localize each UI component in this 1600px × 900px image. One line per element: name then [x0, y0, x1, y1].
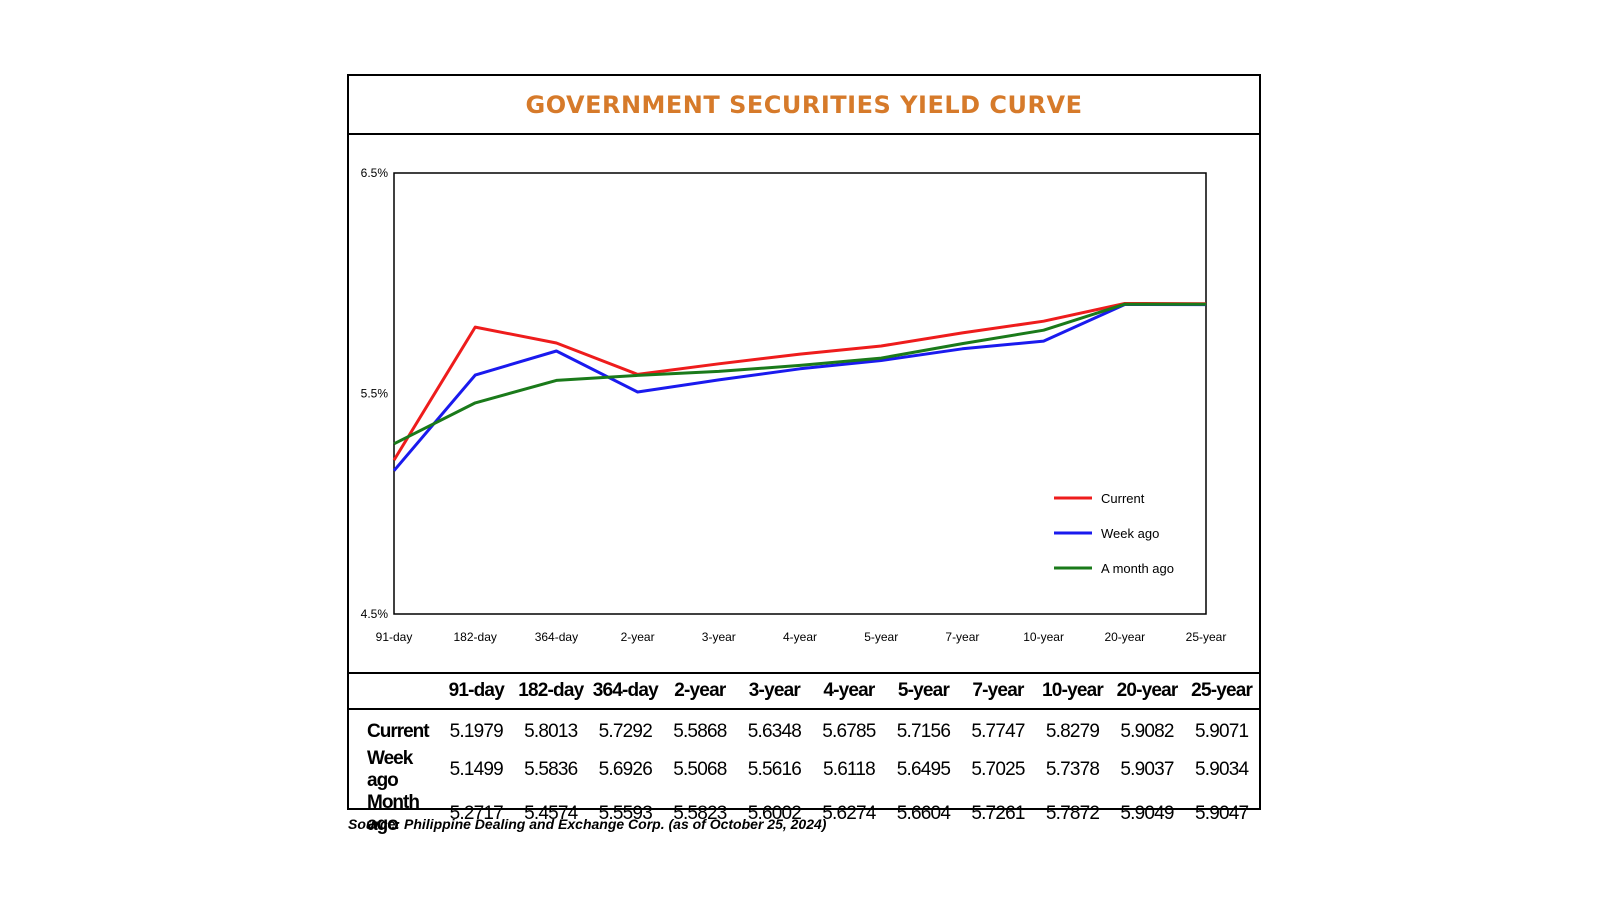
row-label: Month ago: [367, 792, 420, 835]
table-cell: 5.5823: [673, 803, 727, 824]
x-tick-label: 91-day: [376, 630, 413, 644]
table-row-month-ago: Month ago 5.2717 5.4574 5.5593 5.5823 5.…: [349, 792, 1259, 836]
table-cell: 5.2717: [449, 803, 504, 824]
y-tick-label: 4.5%: [361, 607, 389, 621]
yield-curve-chart: 4.5% 5.5% 6.5% 91-day 182-day 364-day 2-year 3…: [361, 166, 1227, 644]
table-cell: 5.4574: [524, 803, 578, 824]
y-tick-label: 5.5%: [361, 387, 389, 401]
table-cell: 5.9037: [1120, 759, 1174, 780]
table-header-cell: 20-year: [1109, 672, 1185, 710]
table-row-current: Current 5.1979 5.8013 5.7292 5.5868 5.63…: [349, 709, 1259, 748]
table-cell: 5.9047: [1194, 803, 1249, 824]
table-header-cell: 25-year: [1184, 672, 1259, 710]
x-tick-label: 25-year: [1186, 630, 1227, 644]
legend-label: Current: [1101, 491, 1145, 506]
table-header-cell: 5-year: [886, 672, 961, 710]
row-label: Current: [367, 721, 430, 742]
x-tick-label: 182-day: [454, 630, 497, 644]
x-tick-label: 10-year: [1023, 630, 1064, 644]
table-cell: 5.9082: [1120, 721, 1174, 742]
table-cell: 5.7261: [971, 803, 1025, 824]
table-cell: 5.7872: [1045, 803, 1100, 824]
table-cell: 5.6785: [822, 721, 876, 742]
table-header-cell: 3-year: [737, 672, 812, 710]
x-tick-label: 3-year: [702, 630, 736, 644]
series-line-0: [392, 302, 1207, 461]
table-cell: 5.6604: [896, 803, 951, 824]
table-header-cell: 364-day: [588, 672, 663, 710]
x-tick-label: 2-year: [621, 630, 655, 644]
table-cell: 5.8279: [1045, 721, 1100, 742]
table-cell: 5.9071: [1194, 721, 1249, 742]
table-header-cell: 4-year: [811, 672, 887, 710]
table-cell: 5.9049: [1120, 803, 1174, 824]
table-row-week-ago: Week ago 5.1499 5.5836 5.6926 5.5068 5.5…: [349, 748, 1259, 792]
table-header-row: 91-day 182-day 364-day 2-year 3-year 4-y…: [349, 672, 1259, 710]
table-header-cell: 10-year: [1035, 672, 1110, 710]
table-cell: 5.5836: [524, 759, 578, 780]
x-tick-label: 20-year: [1104, 630, 1145, 644]
x-tick-label: 5-year: [864, 630, 898, 644]
table-cell: 5.6274: [822, 803, 876, 824]
table-cell: 5.6118: [822, 759, 876, 780]
series-line-2: [393, 302, 1207, 446]
table-header-cell: 91-day: [439, 672, 514, 710]
yield-data-table: 91-day 182-day 364-day 2-year 3-year 4-y…: [349, 672, 1259, 836]
table-cell: 5.7292: [598, 721, 653, 742]
table-cell: 5.9034: [1194, 759, 1249, 780]
table-cell: 5.6348: [747, 721, 802, 742]
table-corner-cell: [349, 672, 439, 710]
chart-frame: GOVERNMENT SECURITIES YIELD CURVE 4.5% 5.…: [347, 74, 1261, 835]
table-header-cell: 182-day: [513, 672, 589, 710]
table-header-cell: 7-year: [960, 672, 1036, 710]
table-cell: 5.7747: [971, 721, 1025, 742]
chart-title: GOVERNMENT SECURITIES YIELD CURVE: [525, 90, 1083, 119]
table-cell: 5.5616: [747, 759, 802, 780]
source-note: Source: Philippine Dealing and Exchange …: [348, 816, 827, 832]
table-cell: 5.6926: [598, 759, 653, 780]
table-cell: 5.7025: [971, 759, 1025, 780]
legend-label: Week ago: [1101, 526, 1159, 541]
x-tick-label: 4-year: [783, 630, 817, 644]
table-header-cell: 2-year: [662, 672, 738, 710]
table-cell: 5.5868: [673, 721, 727, 742]
x-tick-label: 364-day: [535, 630, 578, 644]
x-tick-label: 7-year: [945, 630, 979, 644]
table-cell: 5.5593: [598, 803, 653, 824]
table-cell: 5.6495: [896, 759, 951, 780]
table-cell: 5.7378: [1045, 759, 1100, 780]
title-bar: GOVERNMENT SECURITIES YIELD CURVE: [349, 76, 1259, 135]
plot-area: [393, 172, 1207, 615]
table-cell: 5.1979: [449, 721, 504, 742]
legend-label: A month ago: [1101, 561, 1174, 576]
table-cell: 5.7156: [896, 721, 951, 742]
table-cell: 5.5068: [673, 759, 727, 780]
table-cell: 5.1499: [449, 759, 504, 780]
table-cell: 5.8013: [524, 721, 578, 742]
series-line-1: [392, 303, 1207, 472]
table-cell: 5.6002: [747, 803, 802, 824]
yield-table: 91-day 182-day 364-day 2-year 3-year 4-y…: [349, 672, 1259, 835]
y-tick-label: 6.5%: [361, 166, 389, 180]
row-label: Week ago: [367, 748, 413, 791]
